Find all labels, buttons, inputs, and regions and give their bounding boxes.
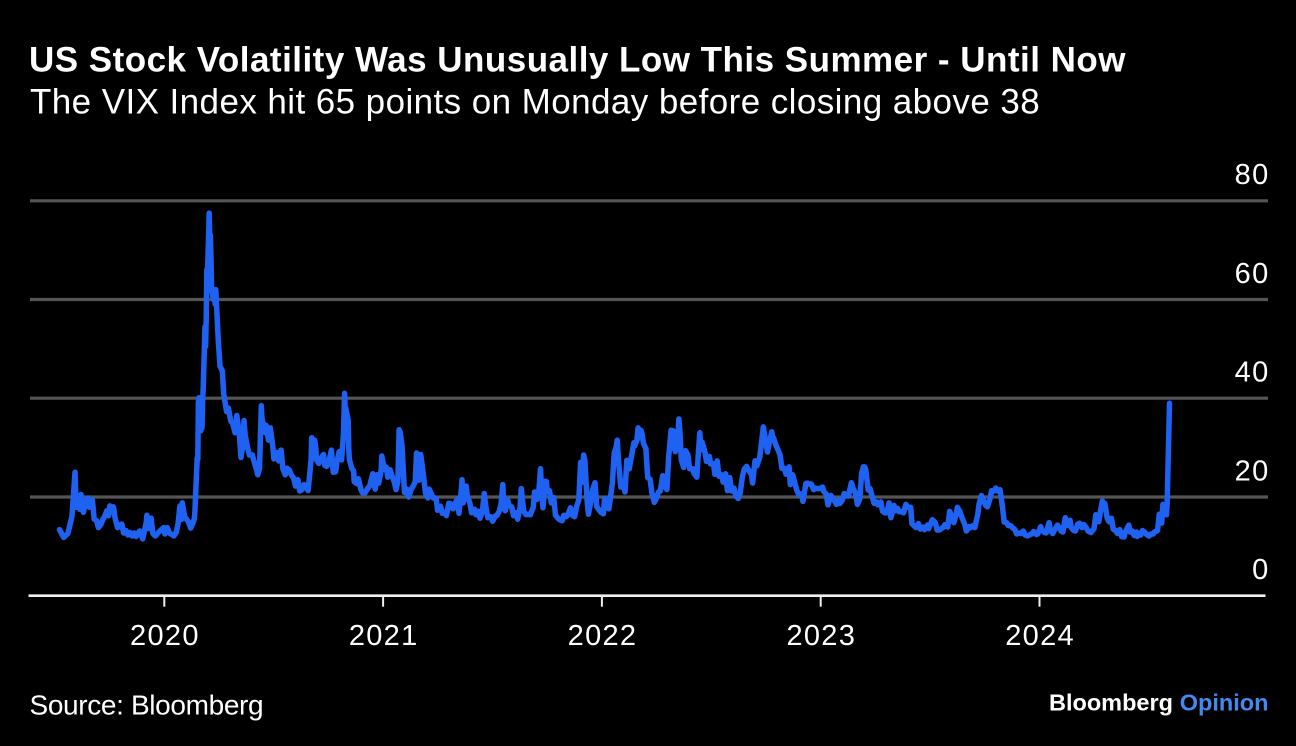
svg-text:2021: 2021: [349, 620, 419, 652]
svg-text:2020: 2020: [130, 620, 200, 652]
svg-text:2024: 2024: [1005, 620, 1075, 652]
svg-text:Bloomberg: Bloomberg: [1049, 690, 1173, 716]
svg-text:2022: 2022: [568, 620, 638, 652]
svg-text:60: 60: [1235, 258, 1270, 290]
svg-text:20: 20: [1235, 455, 1270, 487]
svg-text:40: 40: [1235, 357, 1270, 389]
svg-text:0: 0: [1252, 554, 1269, 586]
svg-text:2023: 2023: [786, 620, 856, 652]
svg-text:Opinion: Opinion: [1180, 690, 1269, 716]
svg-text:80: 80: [1235, 159, 1270, 191]
svg-text:Source: Bloomberg: Source: Bloomberg: [30, 690, 264, 721]
svg-text:The VIX Index hit 65 points on: The VIX Index hit 65 points on Monday be…: [30, 83, 1040, 122]
svg-text:US Stock Volatility Was Unusua: US Stock Volatility Was Unusually Low Th…: [29, 41, 1126, 80]
